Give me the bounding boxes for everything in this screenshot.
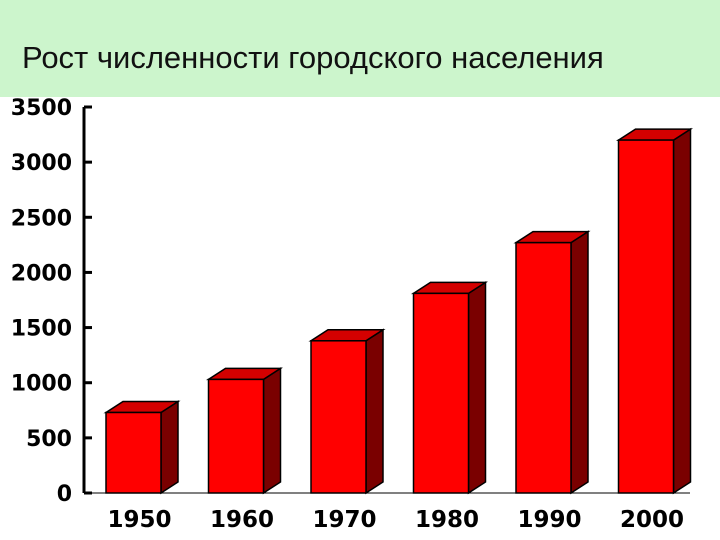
bar-1980 <box>410 281 489 495</box>
x-tick-label: 1990 <box>517 507 581 533</box>
bar-front <box>105 411 162 494</box>
y-tick-label: 1000 <box>11 372 72 397</box>
title-band <box>0 0 720 97</box>
y-tick-label: 0 <box>57 482 72 507</box>
bar-1970 <box>308 328 386 495</box>
bar-2000 <box>615 127 694 495</box>
y-tick-label: 3500 <box>11 96 72 121</box>
bar-front <box>515 241 572 494</box>
bar-side <box>672 127 692 495</box>
bar-side <box>467 281 487 495</box>
bar-side <box>365 328 384 495</box>
x-tick-label: 1970 <box>312 507 376 533</box>
y-tick-label: 2500 <box>11 206 72 231</box>
x-tick-label: 1960 <box>210 507 274 533</box>
bar-1960 <box>205 367 284 495</box>
bar-side <box>570 230 589 495</box>
x-tick-label: 2000 <box>620 507 684 533</box>
bar-front <box>207 378 265 494</box>
chart-title: Рост численности городского населения <box>22 40 604 75</box>
bar-side <box>262 367 282 495</box>
y-tick-label: 500 <box>26 427 72 452</box>
bar-front <box>412 292 470 494</box>
axis-layer <box>82 105 690 495</box>
y-tick-labels: 0 500 1000 1500 2000 2500 3000 3500 <box>11 96 72 507</box>
bar-1950 <box>103 400 181 495</box>
x-tick-label: 1950 <box>107 507 171 533</box>
y-tick-label: 3000 <box>11 151 72 176</box>
bar-1990 <box>513 230 591 495</box>
y-tick-label: 1500 <box>11 317 72 342</box>
x-tick-labels: 1950 1960 1970 1980 1990 2000 <box>107 507 684 533</box>
bar-front <box>617 139 675 494</box>
bars-layer <box>103 127 694 495</box>
bar-side <box>160 400 179 495</box>
x-tick-label: 1980 <box>415 507 479 533</box>
y-tick-label: 2000 <box>11 261 72 286</box>
bar-front <box>310 340 367 494</box>
